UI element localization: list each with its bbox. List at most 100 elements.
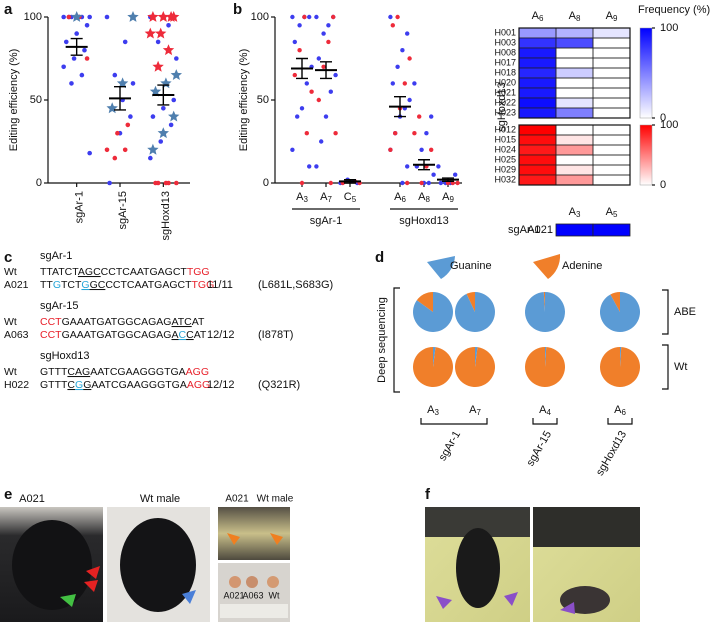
dot-point <box>390 81 395 86</box>
pie-slice <box>413 292 453 332</box>
error-bar <box>70 37 83 56</box>
heat-cell <box>592 87 631 99</box>
dot-point <box>419 147 424 152</box>
heat-cell <box>555 97 594 109</box>
star-point <box>160 77 172 89</box>
dot-point <box>295 114 300 119</box>
heat-cell <box>555 37 594 49</box>
side-label: sgHoxd13 <box>496 82 508 132</box>
pie-slice <box>475 347 478 367</box>
photo-label: A021 <box>223 590 244 600</box>
y-axis-label: Editing efficiency (%) <box>238 49 250 152</box>
heat-cell <box>518 134 557 146</box>
sub-label: A7 <box>469 404 481 417</box>
heat-cell <box>592 174 631 186</box>
heat-cell <box>555 47 594 59</box>
arrowhead <box>436 596 452 609</box>
color-tick-label: 100 <box>660 119 678 131</box>
pie-slice <box>620 347 622 367</box>
error-bar <box>442 177 454 183</box>
dot-point <box>115 130 120 136</box>
arrowhead <box>84 580 98 592</box>
legend-label: Guanine <box>450 260 492 272</box>
group-label: sgAr-1 <box>437 429 464 463</box>
heat-cell <box>592 27 631 39</box>
row-label: H020 <box>494 77 516 87</box>
panel-label: e <box>4 486 12 503</box>
pie-slice <box>455 292 495 332</box>
star-point <box>155 27 167 39</box>
guide-label: sgAr-1 <box>508 224 540 236</box>
dot-point <box>331 14 336 20</box>
y-axis-label: Editing efficiency (%) <box>8 49 20 152</box>
gonad <box>229 576 241 588</box>
dot-point <box>426 180 431 186</box>
heat-cell <box>555 223 594 237</box>
legend-title: Frequency (%) <box>638 4 710 16</box>
photo-label: Wt <box>269 590 280 600</box>
dot-point <box>405 31 410 36</box>
dot-point <box>326 23 331 28</box>
panel-label: f <box>425 486 431 503</box>
row-label: H008 <box>494 47 516 57</box>
dot-point <box>148 155 153 161</box>
dot-point <box>166 23 171 28</box>
letter: A <box>394 191 402 203</box>
error-bar <box>394 95 406 118</box>
dot-point <box>299 180 305 186</box>
dot-point <box>395 64 400 70</box>
dot-point <box>299 106 305 111</box>
letter: A <box>539 404 547 416</box>
sequence-part: AT <box>192 316 205 328</box>
y-tick-label: 0 <box>263 177 269 189</box>
heat-cell <box>518 77 557 89</box>
letter: A <box>569 206 577 218</box>
star-point <box>116 77 129 89</box>
sequence-part: C <box>186 329 194 341</box>
sequence-part: GC <box>90 279 106 291</box>
dot-point <box>69 81 74 86</box>
heat-cell <box>592 107 631 119</box>
guide-label: sgAr-15 <box>40 300 79 312</box>
sub-label: A3 <box>296 191 308 204</box>
sample-name: H022 <box>4 379 29 391</box>
heat-cell <box>518 107 557 119</box>
dot-point <box>316 97 321 103</box>
dot-point <box>84 23 90 28</box>
panel-label: a <box>4 1 13 18</box>
color-bar <box>639 27 653 119</box>
dot-point <box>155 39 161 45</box>
sequence-part: CCTCAATGAGCT <box>101 266 188 278</box>
y-tick-label: 100 <box>251 11 269 23</box>
sequence: GTTTCAGAATCGAAGGGTGAAGG <box>40 366 209 378</box>
count: 11/11 <box>207 279 233 291</box>
dot-point <box>388 147 393 152</box>
error-bar <box>296 57 308 80</box>
pie-slice <box>433 347 436 367</box>
sequence-part: TGG <box>187 266 210 278</box>
row-label: H015 <box>494 134 516 144</box>
dot-point <box>87 150 92 156</box>
dot-point <box>407 97 412 103</box>
dot-point <box>302 14 307 20</box>
dot-point <box>412 131 417 136</box>
dot-point <box>393 131 398 136</box>
arrowhead <box>182 590 196 604</box>
photo-label: Wt male <box>140 493 180 505</box>
dot-point <box>112 72 118 78</box>
sequence-part: AATCGAAGGGTGA <box>90 366 185 378</box>
dot-point <box>150 114 156 119</box>
color-tick-label: 100 <box>660 22 678 34</box>
dot-point <box>333 72 338 78</box>
sequence-part: ATC <box>171 316 192 328</box>
star-point <box>147 11 159 22</box>
star-point <box>170 69 182 80</box>
photo-label: A021 <box>19 493 45 505</box>
arrowhead <box>86 566 100 579</box>
arrowhead <box>504 592 518 606</box>
index: 7 <box>327 195 332 204</box>
sequence-part: G <box>75 379 83 391</box>
guide-label: sgHoxd13 <box>40 350 90 362</box>
sub-label: A6 <box>614 404 626 417</box>
heat-cell <box>555 67 594 79</box>
